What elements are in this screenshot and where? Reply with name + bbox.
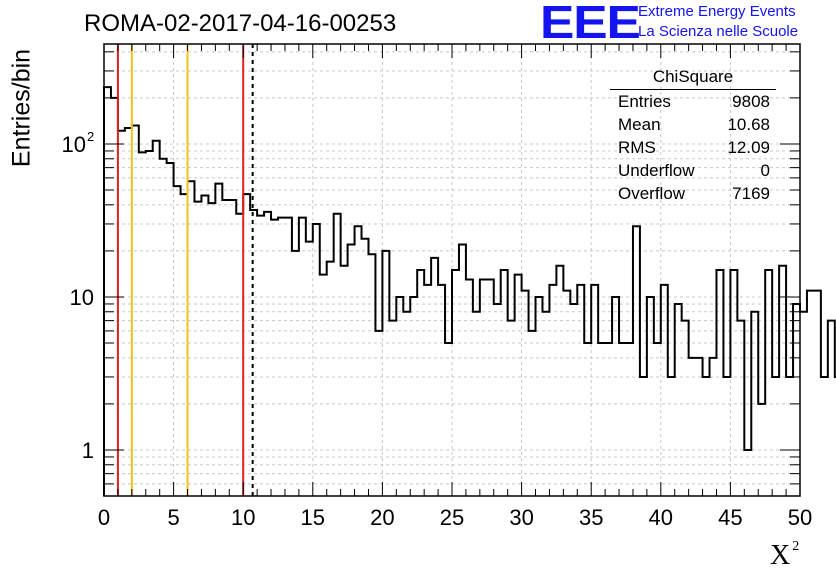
x-tick-label: 5 [167,505,179,530]
x-tick-label: 30 [509,505,533,530]
x-tick-label: 40 [649,505,673,530]
stats-label: Overflow [618,184,686,203]
x-tick-label: 35 [579,505,603,530]
stats-value: 10.68 [727,115,770,134]
y-tick-label-exponent: 2 [87,129,94,144]
x-axis-label-superscript: 2 [792,539,800,554]
stats-title: ChiSquare [652,67,734,86]
y-tick-label: 10 [70,285,94,310]
stats-label: Mean [618,115,661,134]
stats-label: Entries [618,92,671,111]
eee-logo: EEE [540,0,641,48]
x-axis-label-main: X [770,540,791,571]
stats-row-mean: Mean 10.68 [610,113,776,136]
chart-title: ROMA-02-2017-04-16-00253 [84,10,397,37]
logo-caption-line-1: Extreme Energy Events [638,3,796,20]
stats-label: RMS [618,138,656,157]
x-tick-label: 10 [231,505,255,530]
stats-value: 12.09 [727,138,770,157]
y-tick-label: 1 [82,438,94,463]
stats-value: 7169 [732,184,770,203]
stats-row-entries: Entries 9808 [610,90,776,113]
y-tick-label: 10 [62,132,86,157]
histogram-series [103,86,836,496]
y-axis-label: Entries/bin [7,48,36,168]
x-tick-label: 15 [301,505,325,530]
stats-value: 0 [760,161,770,180]
stats-row-underflow: Underflow 0 [610,159,776,182]
stats-divider [610,89,776,90]
x-tick-label: 45 [718,505,742,530]
x-tick-label: 20 [370,505,394,530]
logo-caption-line-2: La Scienza nelle Scuole [638,23,799,40]
x-tick-label: 0 [98,505,110,530]
x-tick-label: 50 [788,505,812,530]
stats-row-overflow: Overflow 7169 [610,182,776,205]
stats-box: ChiSquare Entries 9808 Mean 10.68 RMS 12… [610,66,776,205]
stats-label: Underflow [618,161,695,180]
x-tick-label: 25 [440,505,464,530]
stats-row-rms: RMS 12.09 [610,136,776,159]
stats-value: 9808 [732,92,770,111]
